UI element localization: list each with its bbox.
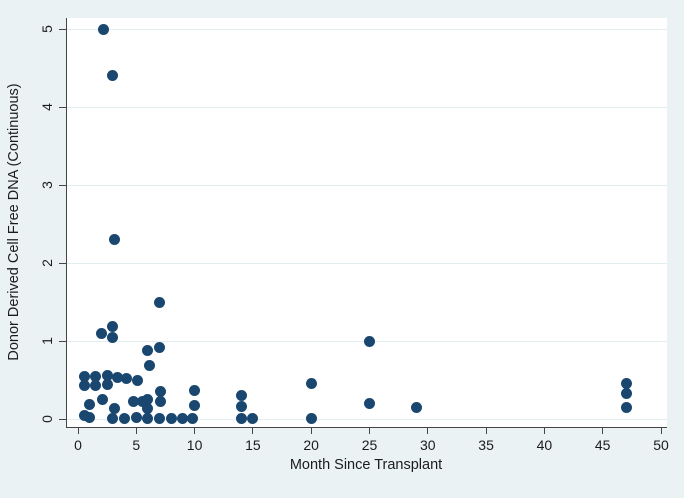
data-point xyxy=(89,370,101,382)
data-point xyxy=(154,296,166,308)
x-axis-tick xyxy=(369,428,370,434)
data-point xyxy=(142,394,154,405)
x-axis-tick xyxy=(485,428,487,434)
data-point xyxy=(247,412,259,424)
data-point xyxy=(364,335,375,347)
data-point xyxy=(121,372,133,384)
x-tick-label: 40 xyxy=(536,437,553,453)
data-point xyxy=(165,412,177,424)
data-point xyxy=(128,395,140,407)
data-point xyxy=(130,411,142,423)
data-point xyxy=(410,401,422,413)
y-axis-title: Donor Derived Cell Free DNA (Continuous) xyxy=(6,83,22,361)
data-point xyxy=(154,412,166,424)
data-point xyxy=(189,400,201,412)
data-point xyxy=(155,386,167,398)
data-point xyxy=(96,394,108,405)
gridline-y-5 xyxy=(67,28,667,30)
data-point xyxy=(107,321,119,333)
data-point xyxy=(186,412,198,424)
x-tick-label: 15 xyxy=(245,437,261,453)
x-axis-tick xyxy=(310,428,312,434)
x-axis-tick xyxy=(427,428,429,434)
x-tick-label: 30 xyxy=(420,437,436,453)
data-point xyxy=(235,401,247,413)
data-point xyxy=(142,412,154,424)
y-axis-tick xyxy=(59,418,66,420)
data-point xyxy=(107,412,119,424)
data-point xyxy=(136,395,148,407)
y-axis-tick xyxy=(59,28,66,30)
y-axis-tick xyxy=(59,340,66,342)
y-axis-tick xyxy=(59,184,66,186)
y-tick-label: 0 xyxy=(39,415,55,423)
y-tick-label: 4 xyxy=(39,103,55,111)
x-axis-tick xyxy=(543,428,545,434)
data-point xyxy=(177,412,189,424)
x-axis-tick xyxy=(660,428,662,434)
data-point xyxy=(84,399,96,411)
y-tick-label: 2 xyxy=(39,259,55,267)
data-point xyxy=(305,378,317,390)
x-axis-tick xyxy=(602,428,604,434)
gridline-y-2 xyxy=(67,262,667,264)
data-point xyxy=(101,379,113,391)
x-tick-label: 20 xyxy=(303,437,319,453)
y-axis-tick xyxy=(59,106,66,108)
plot-area: 0 1 2 3 4 5 0 5 10 15 20 25 30 35 40 45 50 xyxy=(39,18,669,453)
data-point xyxy=(108,402,120,414)
data-point xyxy=(189,384,201,396)
gridline-y-0 xyxy=(67,418,667,420)
data-point xyxy=(620,401,632,413)
data-point xyxy=(98,23,110,35)
y-axis-tick xyxy=(59,262,66,264)
data-point xyxy=(107,70,119,82)
data-point xyxy=(95,327,107,339)
data-point xyxy=(305,412,317,424)
x-tick-label: 0 xyxy=(74,437,82,453)
data-point xyxy=(89,379,101,391)
gridline-y-4 xyxy=(67,106,667,108)
data-point xyxy=(235,412,247,424)
x-tick-label: 35 xyxy=(478,437,494,453)
data-point xyxy=(101,369,113,381)
x-tick-label: 45 xyxy=(594,437,611,453)
x-tick-label: 50 xyxy=(653,437,669,453)
data-point xyxy=(364,397,375,409)
data-point xyxy=(108,234,120,246)
data-point xyxy=(620,378,632,390)
data-point xyxy=(154,341,166,353)
x-tick-label: 25 xyxy=(361,437,378,453)
data-point xyxy=(84,411,96,423)
data-point xyxy=(131,374,143,386)
y-tick-label: 3 xyxy=(39,181,55,189)
data-point xyxy=(79,379,91,391)
data-point xyxy=(143,359,155,371)
data-point xyxy=(142,403,154,415)
x-axis-tick xyxy=(77,428,79,434)
data-point xyxy=(112,372,124,384)
data-point xyxy=(79,370,91,382)
data-point xyxy=(142,344,154,356)
data-point xyxy=(107,331,119,343)
x-tick-label: 10 xyxy=(186,437,203,453)
x-axis-tick xyxy=(194,428,196,434)
gridline-y-3 xyxy=(67,184,667,186)
y-tick-label: 1 xyxy=(39,337,55,345)
x-tick-label: 5 xyxy=(132,437,141,453)
data-point xyxy=(235,390,247,402)
y-tick-label: 5 xyxy=(39,25,55,33)
data-point xyxy=(155,395,167,407)
data-point xyxy=(119,412,131,424)
x-axis-tick xyxy=(252,428,254,434)
data-point xyxy=(620,387,632,399)
x-axis-title: Month Since Transplant xyxy=(289,457,443,473)
x-axis-tick xyxy=(135,428,137,434)
